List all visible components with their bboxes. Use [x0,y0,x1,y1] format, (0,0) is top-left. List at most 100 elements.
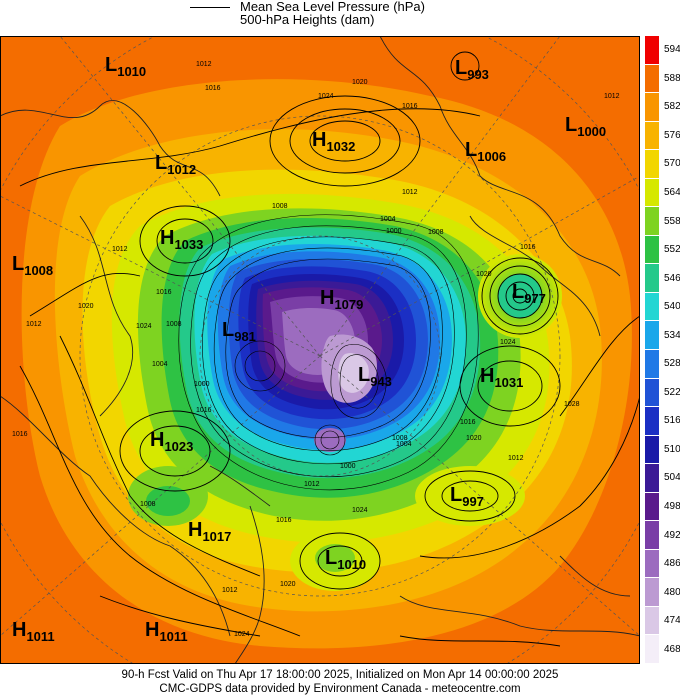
colorbar-segment [645,93,659,122]
isobar-label: 1016 [276,517,292,524]
colorbar-tick-label: 522 [664,386,680,398]
header: Mean Sea Level Pressure (hPa) 500-hPa He… [0,0,680,36]
colorbar-segment [645,178,659,208]
colorbar-tick-label: 594 [664,44,680,56]
height-field-474 [338,353,369,393]
legend-line-label: Mean Sea Level Pressure (hPa) [240,0,425,14]
pressure-center-value: 981 [234,329,256,344]
isobar-label: 1004 [152,361,168,368]
isobar-label: 1020 [466,435,482,442]
colorbar-segment [645,521,659,550]
colorbar-segment [645,464,659,493]
colorbar-tick-label: 570 [664,158,680,170]
height-field-low-center [314,428,346,452]
isobar-label: 1012 [508,455,524,462]
colorbar-tick-label: 516 [664,415,680,427]
isobar-label: 1000 [340,463,356,470]
coastlines [0,36,640,664]
pressure-center-value: 1012 [167,162,196,177]
colorbar-segment [645,435,659,465]
forecast-valid-text: 90-h Fcst Valid on Thu Apr 17 18:00:00 2… [121,669,559,681]
colorbar-tick-label: 468 [664,643,680,655]
colorbar-segment [645,492,659,522]
pressure-center-value: 1023 [164,439,193,454]
isobar-label: 1004 [380,216,396,223]
colorbar-tick-label: 582 [664,101,680,113]
pressure-center-value: 1000 [577,124,606,139]
colorbar-segment [645,264,659,293]
isobar-label: 1020 [476,271,492,278]
pressure-center-value: 977 [524,291,546,306]
colorbar-segment [645,292,659,322]
isobar-label: 1012 [222,587,238,594]
isobar-label: 1016 [460,419,476,426]
pressure-center-value: 997 [462,494,484,509]
colorbar-tick-label: 498 [664,501,680,512]
isobar-label: 1012 [196,61,212,68]
isobar-labels: 1012 1016 1020 1024 1016 1012 1008 1004 … [12,61,620,638]
pressure-center-value: 1011 [159,629,187,644]
isobar-label: 1024 [318,93,334,100]
isobar-label: 1008 [140,501,156,508]
colorbar-segment [645,64,659,94]
pressure-center-value: 1017 [202,529,231,544]
pressure-center-value: 1079 [334,297,363,312]
isobar-label: 1012 [604,93,620,100]
isobar-label: 1016 [12,431,28,438]
legend-fill-label: 500-hPa Heights (dam) [240,12,375,27]
isobar-label: 1020 [78,303,94,310]
isobar-label: 1016 [205,85,221,92]
pressure-center-value: 1011 [26,629,54,644]
colorbar-segment [645,350,659,379]
colorbar-segment [645,606,659,636]
colorbar-tick-label: 504 [664,472,680,484]
colorbar-tick-label: 474 [664,615,680,627]
pressure-center-value: 943 [370,374,392,389]
isobar-label: 1016 [196,407,212,414]
colorbar-segment [645,635,659,664]
colorbar-segment [645,378,659,408]
footer: 90-h Fcst Valid on Thu Apr 17 18:00:00 2… [0,668,680,696]
colorbar-tick-label: 576 [664,129,680,141]
isobar-label: 1012 [26,321,42,328]
pressure-center-value: 1010 [337,557,366,572]
central-isobars [178,214,479,491]
height-field-trough-sw-core [146,486,190,516]
isobar-label: 1000 [386,228,402,235]
colorbar-tick-label: 486 [664,558,680,570]
isobar-label: 1024 [352,507,368,514]
colorbar-tick-label: 588 [664,72,680,84]
height-field-low-east-core [498,274,542,318]
isobar-label: 1008 [392,435,408,442]
colorbar-segment [645,150,659,179]
colorbar-segment [645,36,659,65]
colorbar-tick-label: 492 [664,529,680,541]
data-credit-text: CMC-GDPS data provided by Environment Ca… [159,683,521,695]
isobar-label: 1016 [156,289,172,296]
colorbar-tick-label: 534 [664,329,680,341]
height-field-low-south-core [315,544,355,572]
map-frame [0,36,640,664]
colorbar-tick-label: 564 [664,187,680,198]
isobar-legend-line [190,7,230,8]
colorbar-segment [645,549,659,579]
colorbar-segment [645,207,659,236]
isobar-label: 1020 [352,79,368,86]
pressure-center-value: 1032 [326,139,355,154]
isobar-label: 1012 [112,246,128,253]
colorbar-tick-label: 528 [664,358,680,370]
colorbar-tick-label: 510 [664,443,680,455]
isobar-label: 1016 [402,103,418,110]
isobar-label: 1020 [280,581,296,588]
pressure-center-value: 1033 [174,237,203,252]
colorbar-tick-label: 552 [664,244,680,256]
colorbar-segment [645,235,659,265]
colorbar [645,36,659,664]
isobar-label: 1012 [304,481,320,488]
pressure-center-value: 1006 [477,149,506,164]
isobar-label: 1008 [166,321,182,328]
isobar-label: 1008 [428,229,444,236]
isobar-label: 1000 [194,381,210,388]
pressure-center-value: 1031 [494,375,523,390]
isobar-label: 1028 [564,401,580,408]
